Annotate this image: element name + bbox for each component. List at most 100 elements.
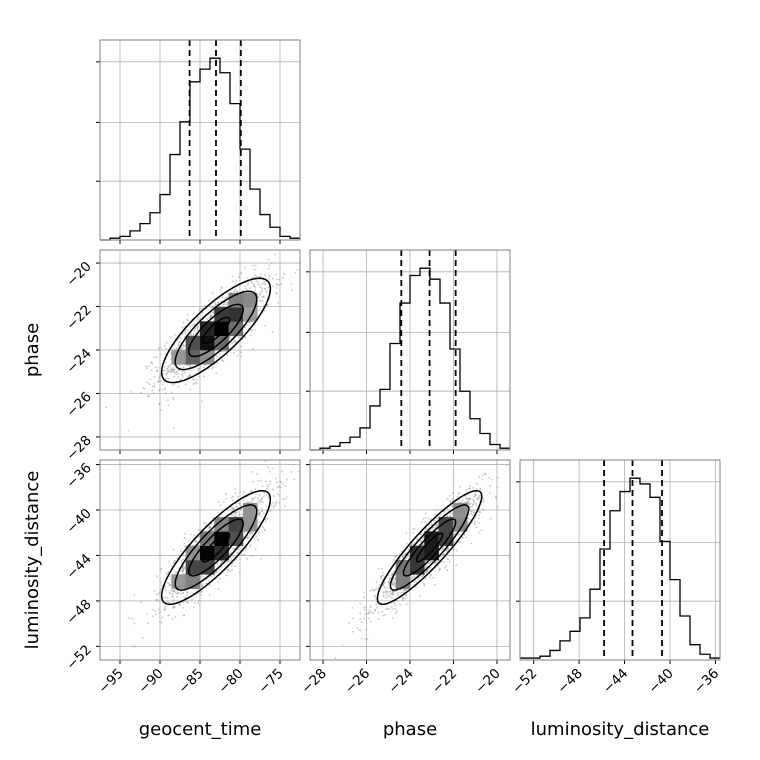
2d-geocent-time-luminosity-distance-point [229, 556, 232, 559]
2d-geocent-time-luminosity-distance-point [127, 617, 130, 619]
2d-geocent-time-luminosity-distance-point [219, 504, 222, 506]
2d-phase-luminosity-distance-point [419, 594, 421, 597]
2d-geocent-time-luminosity-distance-point [271, 467, 274, 470]
2d-phase-luminosity-distance-point [450, 513, 453, 516]
2d-phase-luminosity-distance-point [472, 503, 475, 506]
2d-phase-luminosity-distance-point [379, 577, 382, 580]
2d-geocent-time-luminosity-distance-point [231, 569, 234, 571]
2d-phase-luminosity-distance-point [413, 581, 416, 583]
2d-geocent-time-phase-point [215, 372, 218, 375]
x-axis-label-luminosity-distance: luminosity_distance [531, 719, 710, 740]
2d-geocent-time-luminosity-distance-point [261, 485, 264, 488]
2d-geocent-time-phase-point [164, 352, 167, 355]
2d-geocent-time-phase-point [182, 347, 184, 350]
2d-geocent-time-phase-point [178, 364, 181, 367]
2d-geocent-time-phase-point [201, 315, 204, 318]
2d-phase-luminosity-distance-point [382, 584, 385, 587]
2d-geocent-time-luminosity-distance-point [160, 567, 163, 570]
2d-geocent-time-luminosity-distance-point [265, 520, 267, 523]
2d-phase-luminosity-distance-point [424, 566, 427, 569]
2d-phase-luminosity-distance-point [464, 536, 467, 539]
2d-phase-luminosity-distance-point [468, 503, 471, 506]
2d-geocent-time-phase-point [172, 398, 175, 401]
2d-geocent-time-phase-point [267, 278, 270, 280]
2d-geocent-time-phase-point [186, 313, 189, 316]
2d-phase-luminosity-distance-point [429, 574, 432, 577]
2d-geocent-time-phase-point [259, 286, 262, 289]
2d-geocent-time-phase-point [158, 403, 161, 406]
2d-geocent-time-phase-point [198, 367, 201, 370]
2d-geocent-time-luminosity-distance-point [259, 479, 262, 482]
2d-geocent-time-luminosity-distance-point [156, 575, 158, 577]
2d-geocent-time-phase-point [264, 283, 267, 286]
2d-geocent-time-phase-point [256, 275, 258, 278]
2d-geocent-time-luminosity-distance-point [182, 606, 184, 609]
2d-geocent-time-phase-point [251, 280, 253, 283]
2d-geocent-time-luminosity-distance-point [232, 556, 235, 558]
2d-phase-luminosity-distance-point [408, 548, 410, 551]
2d-phase-luminosity-distance-point [472, 498, 474, 501]
2d-phase-luminosity-distance-point [406, 555, 409, 558]
2d-geocent-time-phase-point [246, 324, 249, 326]
2d-geocent-time-luminosity-distance-point [243, 531, 246, 534]
2d-geocent-time-phase-point [251, 276, 254, 279]
2d-geocent-time-luminosity-distance-point [258, 494, 261, 496]
2d-geocent-time-phase-point [222, 303, 225, 306]
2d-phase-luminosity-distance-point [391, 591, 393, 594]
2d-phase-luminosity-distance-point [381, 567, 383, 570]
2d-geocent-time-phase-density-cell [185, 350, 201, 365]
2d-phase-luminosity-distance-point [441, 548, 443, 551]
2d-phase-luminosity-distance-point [437, 508, 440, 511]
2d-phase-luminosity-distance-point [471, 514, 474, 517]
2d-geocent-time-phase-point [180, 378, 183, 381]
2d-phase-luminosity-distance-point [402, 589, 405, 591]
hist-luminosity-distance-x-tick-label: −52 [509, 666, 540, 697]
2d-geocent-time-luminosity-distance-point [281, 498, 284, 500]
2d-geocent-time-luminosity-distance-point [182, 564, 185, 567]
2d-geocent-time-phase-point [244, 266, 247, 269]
2d-phase-luminosity-distance-point [385, 590, 388, 593]
2d-phase-luminosity-distance-point [369, 609, 371, 612]
2d-phase-luminosity-distance-point [413, 583, 416, 586]
2d-geocent-time-luminosity-distance-point [159, 611, 162, 613]
2d-geocent-time-luminosity-distance-point [260, 507, 263, 510]
2d-geocent-time-phase-point [238, 276, 241, 278]
2d-geocent-time-luminosity-distance-point [277, 493, 279, 495]
2d-phase-luminosity-distance-point [497, 476, 499, 479]
2d-geocent-time-phase-point [150, 369, 153, 371]
2d-phase-luminosity-distance-point [388, 580, 391, 583]
2d-geocent-time-luminosity-distance-point [175, 571, 178, 574]
2d-phase-luminosity-distance-point [411, 542, 414, 544]
2d-phase-luminosity-distance-point [375, 581, 378, 583]
2d-geocent-time-luminosity-distance-contour-1 [188, 518, 244, 577]
2d-geocent-time-luminosity-distance-point [168, 582, 171, 585]
2d-geocent-time-phase-point [255, 280, 258, 282]
2d-geocent-time-luminosity-distance-point [171, 565, 173, 567]
2d-phase-luminosity-distance-point [434, 562, 437, 565]
2d-geocent-time-phase-density-cell [242, 307, 258, 322]
2d-geocent-time-luminosity-distance-x-tick-label: −85 [175, 666, 206, 697]
2d-geocent-time-luminosity-distance-point [159, 569, 162, 571]
2d-geocent-time-phase-point [165, 341, 168, 344]
2d-geocent-time-luminosity-distance-point [181, 592, 184, 595]
2d-geocent-time-phase-point [205, 318, 208, 321]
2d-phase-luminosity-distance-point [453, 534, 456, 536]
2d-phase-luminosity-distance-point [467, 521, 470, 524]
2d-geocent-time-phase-point [246, 277, 249, 280]
2d-geocent-time-phase-point [151, 363, 154, 365]
2d-geocent-time-phase-point [177, 345, 180, 347]
2d-geocent-time-luminosity-distance-point [269, 482, 271, 485]
2d-geocent-time-phase-point [142, 387, 145, 390]
2d-phase-luminosity-distance-point [473, 523, 476, 526]
2d-phase-luminosity-distance-point [482, 500, 485, 502]
2d-geocent-time-luminosity-distance-point [196, 588, 199, 591]
2d-geocent-time-luminosity-distance-point [186, 594, 188, 597]
2d-geocent-time-luminosity-distance-point [221, 560, 224, 562]
2d-phase-luminosity-distance-point [489, 517, 492, 520]
hist-luminosity-distance-frame [519, 459, 721, 661]
2d-geocent-time-phase-point [260, 272, 263, 275]
y-axis-label-luminosity-distance: luminosity_distance [22, 471, 43, 650]
2d-geocent-time-phase-point [161, 388, 164, 391]
2d-geocent-time-luminosity-distance-point [164, 586, 167, 588]
2d-geocent-time-phase-point [254, 264, 257, 267]
